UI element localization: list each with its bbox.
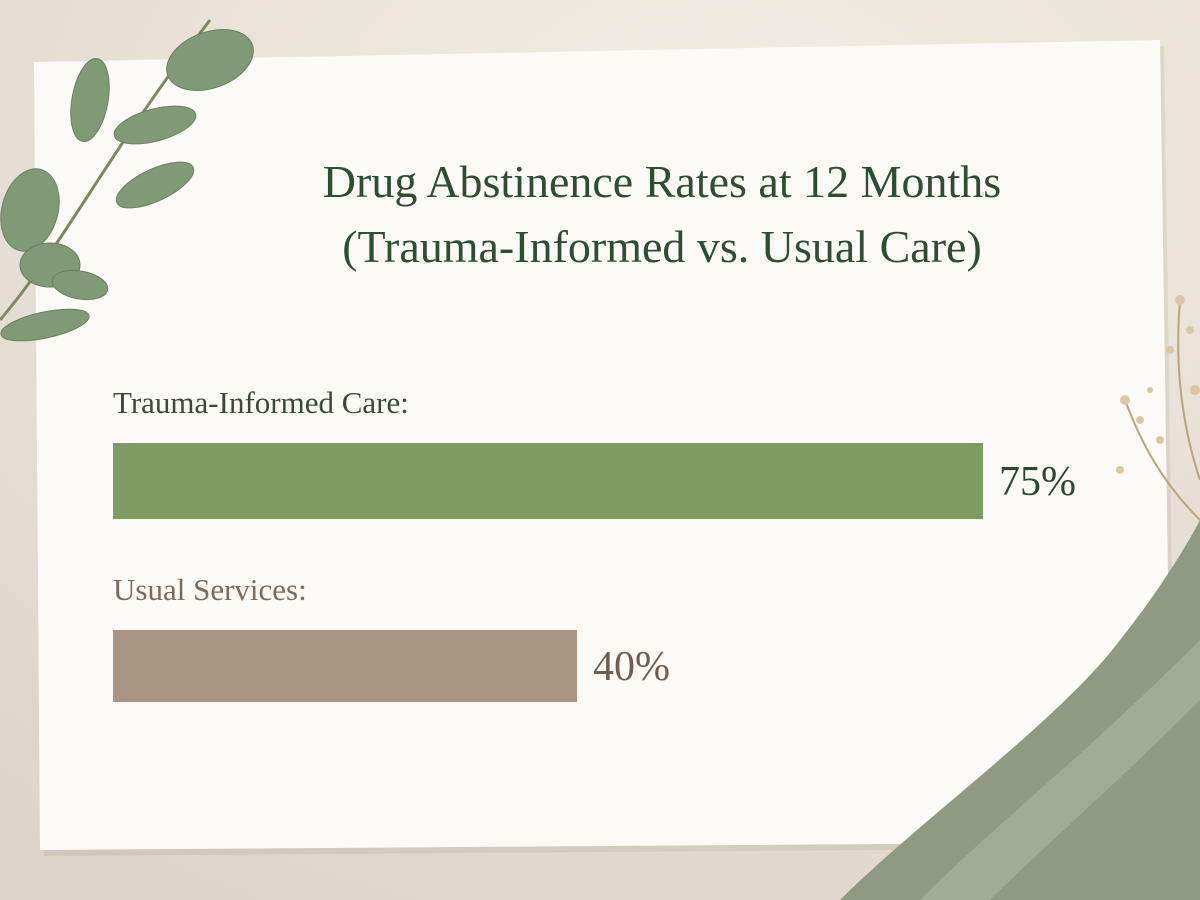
flowers	[1116, 295, 1200, 521]
chart-title: Drug Abstinence Rates at 12 Months	[323, 156, 1001, 207]
category-label: Trauma-Informed Care:	[113, 385, 409, 420]
leaves	[0, 19, 254, 342]
cloth-fold	[920, 640, 1200, 900]
value-label: 40%	[593, 644, 670, 690]
chart-subtitle: (Trauma-Informed vs. Usual Care)	[342, 221, 982, 272]
bar	[113, 630, 577, 702]
cloth	[840, 520, 1200, 900]
bar	[113, 443, 983, 519]
value-label: 75%	[999, 459, 1076, 505]
category-label: Usual Services:	[113, 572, 307, 607]
